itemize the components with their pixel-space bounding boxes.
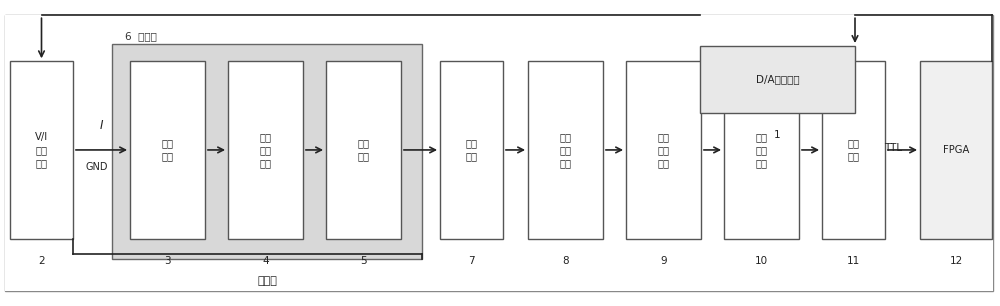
Text: 迟滞
整形
电路: 迟滞 整形 电路 <box>756 132 768 168</box>
Text: D/A转换电路: D/A转换电路 <box>756 75 799 84</box>
Bar <box>228 61 303 239</box>
Bar <box>326 61 401 239</box>
Text: 非门
电路: 非门 电路 <box>847 138 859 162</box>
Bar <box>822 61 885 239</box>
Bar <box>112 44 422 259</box>
Bar <box>440 61 503 239</box>
Text: TTL: TTL <box>884 144 902 153</box>
Bar <box>130 61 205 239</box>
Bar <box>528 61 603 239</box>
Text: 6  屏蔽层: 6 屏蔽层 <box>125 31 157 41</box>
Text: 磁通门: 磁通门 <box>257 276 277 286</box>
Text: 4: 4 <box>262 256 269 266</box>
Text: 激动
线圈: 激动 线圈 <box>162 138 174 162</box>
Text: V/I
转换
电路: V/I 转换 电路 <box>35 132 48 168</box>
Text: 仪用
放大
电路: 仪用 放大 电路 <box>560 132 572 168</box>
Text: 感应
线圈: 感应 线圈 <box>358 138 370 162</box>
Text: 5: 5 <box>360 256 367 266</box>
Text: 2: 2 <box>38 256 45 266</box>
Text: 3: 3 <box>164 256 171 266</box>
Text: GND: GND <box>86 162 108 172</box>
Text: 带通
滤波
电路: 带通 滤波 电路 <box>658 132 670 168</box>
Text: 11: 11 <box>847 256 860 266</box>
Bar <box>920 61 992 239</box>
Text: 8: 8 <box>562 256 569 266</box>
Bar <box>724 61 799 239</box>
Text: 匹配
电阻: 匹配 电阻 <box>466 138 478 162</box>
Text: 12: 12 <box>949 256 963 266</box>
Text: FPGA: FPGA <box>943 145 969 155</box>
Text: 10: 10 <box>755 256 768 266</box>
Text: 磁芯
以及
骨架: 磁芯 以及 骨架 <box>260 132 272 168</box>
Bar <box>10 61 73 239</box>
Bar <box>700 46 855 113</box>
Text: 9: 9 <box>660 256 667 266</box>
Bar <box>626 61 701 239</box>
Text: 7: 7 <box>468 256 475 266</box>
Text: 1: 1 <box>774 130 781 140</box>
Text: I: I <box>100 119 103 132</box>
